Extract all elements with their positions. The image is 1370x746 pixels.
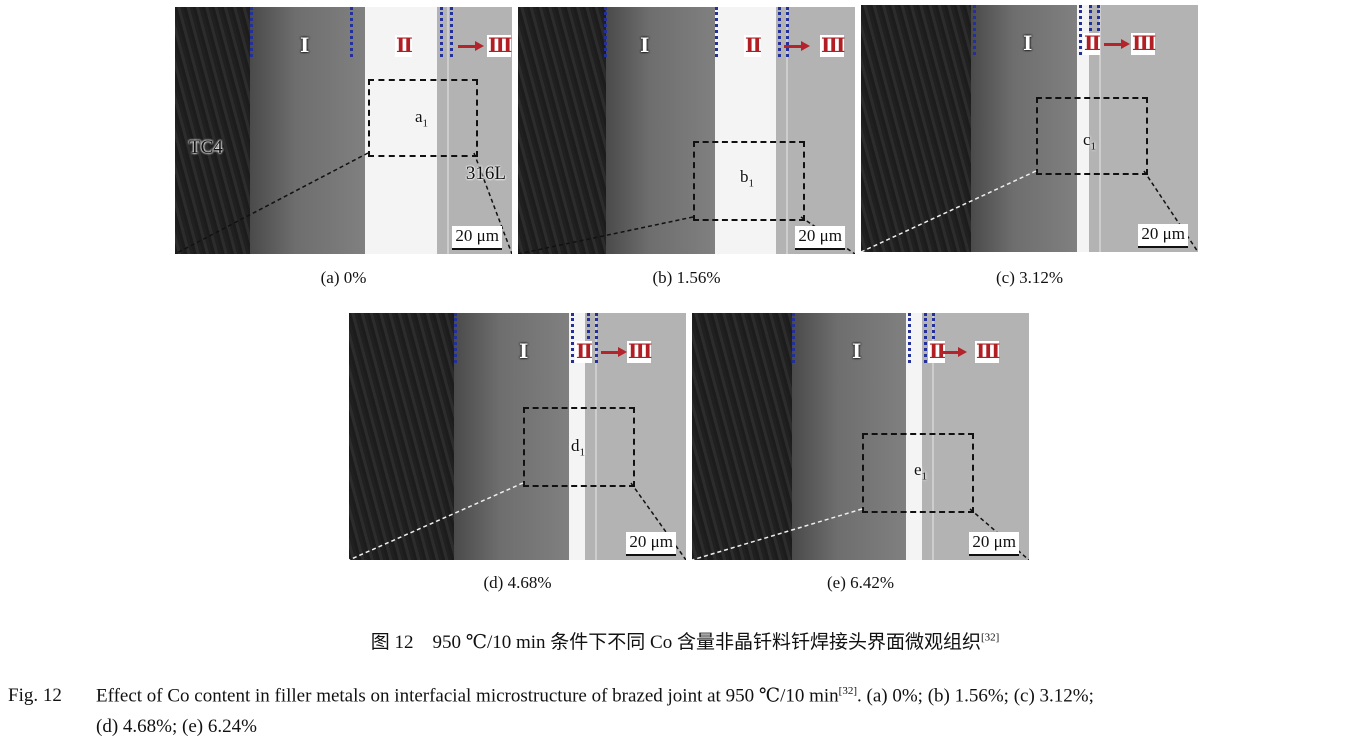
detail-region-box <box>1036 97 1148 175</box>
detail-label: d1 <box>571 436 585 459</box>
zone-boundary-line <box>250 7 253 57</box>
zone-iii-label: Ⅲ <box>975 341 1000 363</box>
zone-boundary-line <box>604 7 607 57</box>
tc4-region <box>518 7 606 254</box>
zone-boundary-line <box>595 313 598 363</box>
scale-bar: 20 μm <box>969 532 1019 556</box>
interface-line <box>595 313 597 560</box>
detail-region-box <box>862 433 974 513</box>
interface-line <box>786 7 788 254</box>
panel-caption-a: (a) 0% <box>320 268 367 287</box>
zone-i-label: Ⅰ <box>640 35 649 57</box>
zone-boundary-line <box>350 7 353 57</box>
tc4-region <box>692 313 792 560</box>
scale-bar: 20 μm <box>452 226 502 250</box>
tc4-region <box>861 5 971 252</box>
zone-boundary-line <box>440 7 443 57</box>
zone-boundary-line <box>932 313 935 363</box>
scale-bar: 20 μm <box>1138 224 1188 248</box>
zone-iii-label: Ⅲ <box>820 35 845 57</box>
zone-boundary-line <box>792 313 795 363</box>
panel-caption-b: (b) 1.56% <box>652 268 721 287</box>
zone-i-label: Ⅰ <box>300 35 309 57</box>
arrow-right-icon <box>941 347 967 357</box>
zone-i-region <box>606 7 715 254</box>
zone-ii-label: Ⅱ <box>744 35 762 57</box>
zone-boundary-line <box>450 7 453 57</box>
arrow-right-icon <box>1104 39 1130 49</box>
detail-label: a1 <box>415 107 429 130</box>
tc4-region <box>349 313 454 560</box>
zone-boundary-line <box>1097 5 1100 55</box>
interface-line <box>447 7 449 254</box>
arrow-right-icon <box>784 41 810 51</box>
zone-boundary-line <box>571 313 574 363</box>
micrograph-panel-d: Ⅰ Ⅱ Ⅲ d1 20 μm <box>349 313 686 560</box>
micrograph-panel-a: Ⅰ Ⅱ Ⅲ a1 TC4 316L 20 μm <box>175 7 512 254</box>
zone-boundary-line <box>924 313 927 363</box>
scale-bar: 20 μm <box>795 226 845 250</box>
interface-line <box>932 313 934 560</box>
zone-boundary-line <box>715 7 718 57</box>
zone-boundary-line <box>786 7 789 57</box>
detail-region-box <box>693 141 805 221</box>
zone-i-label: Ⅰ <box>1023 33 1032 55</box>
zone-boundary-line <box>587 313 590 363</box>
detail-label: c1 <box>1083 130 1097 153</box>
zone-iii-label: Ⅲ <box>487 35 512 57</box>
zone-ii-label: Ⅱ <box>1083 33 1101 55</box>
detail-region-box <box>523 407 635 487</box>
panel-caption-e: (e) 6.42% <box>826 573 895 592</box>
zone-i-region <box>250 7 365 254</box>
zone-boundary-line <box>454 313 457 363</box>
zone-boundary-line <box>973 5 976 55</box>
panel-caption-d: (d) 4.68% <box>483 573 552 592</box>
figure-label: Fig. 12 <box>8 685 62 707</box>
zone-ii-region <box>569 313 585 560</box>
tc4-region <box>175 7 250 254</box>
zone-ii-label: Ⅱ <box>575 341 593 363</box>
figure-title-en: Fig. 12 Effect of Co content in filler me… <box>8 676 1094 742</box>
micrograph-panel-e: Ⅰ Ⅱ Ⅲ e1 20 μm <box>692 313 1029 560</box>
scale-bar: 20 μm <box>626 532 676 556</box>
micrograph-panel-b: Ⅰ Ⅱ Ⅲ b1 20 μm <box>518 7 855 254</box>
zone-boundary-line <box>1079 5 1082 55</box>
zone-boundary-line <box>1089 5 1092 55</box>
zone-ii-label: Ⅱ <box>395 35 413 57</box>
detail-label: e1 <box>914 460 928 483</box>
zone-iii-label: Ⅲ <box>627 341 652 363</box>
zone-iii-label: Ⅲ <box>1131 33 1156 55</box>
zone-i-label: Ⅰ <box>852 341 861 363</box>
detail-label: b1 <box>740 167 754 190</box>
interface-line <box>1099 5 1101 252</box>
arrow-right-icon <box>601 347 627 357</box>
zone-boundary-line <box>778 7 781 57</box>
figure-title-cn: 图 12 950 ℃/10 min 条件下不同 Co 含量非晶钎料钎焊接头界面微… <box>370 631 1000 653</box>
zone-ii-label: Ⅱ <box>928 341 946 363</box>
zone-ii-region <box>906 313 922 560</box>
zone-i-label: Ⅰ <box>519 341 528 363</box>
316l-label: 316L <box>465 163 506 184</box>
micrograph-panel-c: Ⅰ Ⅱ Ⅲ c1 20 μm <box>861 5 1198 252</box>
zone-boundary-line <box>908 313 911 363</box>
detail-region-box <box>368 79 478 157</box>
tc4-label: TC4 <box>189 137 223 158</box>
panel-caption-c: (c) 3.12% <box>995 268 1064 287</box>
arrow-right-icon <box>458 41 484 51</box>
zone-ii-region <box>1077 5 1089 252</box>
